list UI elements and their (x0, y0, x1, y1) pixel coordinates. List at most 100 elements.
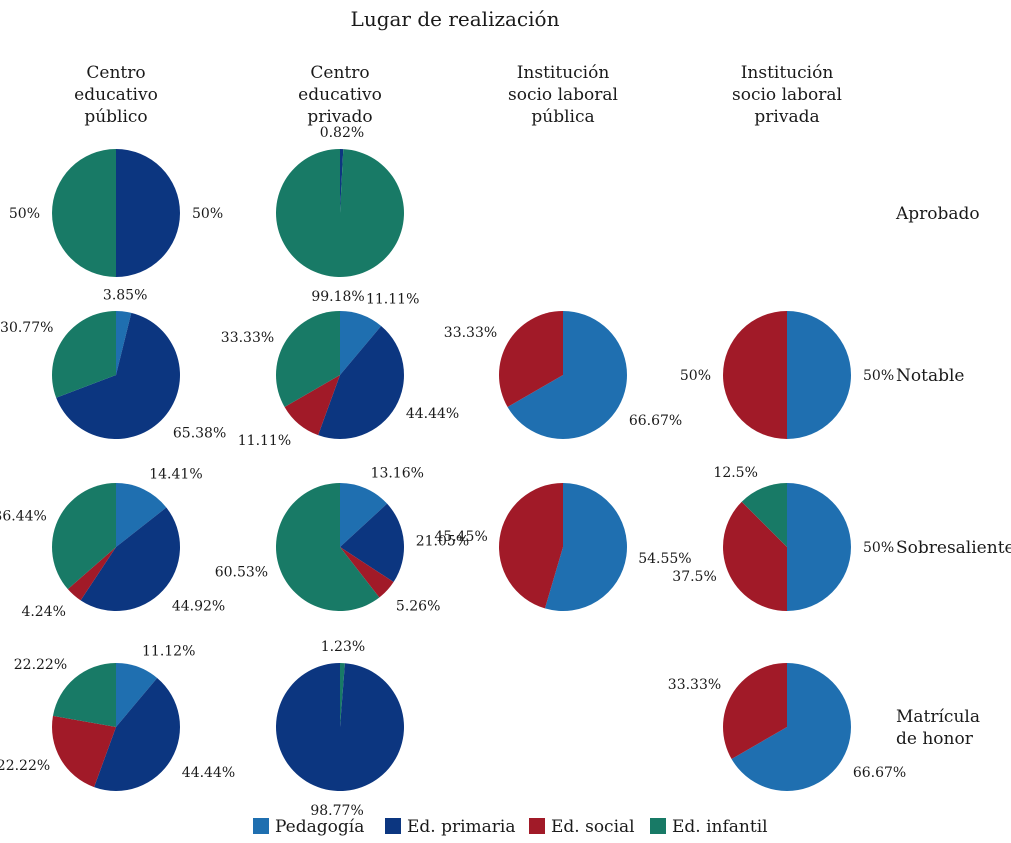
pie-slice (116, 663, 158, 727)
pie: 3.85% 65.38% 30.77% (0, 288, 226, 442)
column-header-line: privado (307, 107, 372, 127)
pie-slice (276, 483, 380, 611)
legend-item: Ed. social (529, 817, 635, 837)
pie-slice (52, 483, 116, 590)
slice-label: 1.23% (321, 639, 365, 655)
pie-slice (116, 149, 180, 277)
column-headers: CentroeducativopúblicoCentroeducativopri… (74, 63, 842, 127)
slice-label: 11.11% (238, 433, 291, 449)
pie-slice (741, 483, 787, 547)
slice-label: 44.92% (172, 599, 225, 615)
slice-label: 37.5% (672, 569, 716, 585)
slice-label: 45.45% (434, 529, 487, 545)
pie-slice (80, 507, 181, 612)
pie-slice (318, 325, 404, 439)
pie-slice (340, 483, 388, 547)
pie: 13.16% 21.05% 5.26% 60.53% (215, 465, 469, 614)
pie: 1.23% 98.77% (275, 639, 404, 819)
legend-item: Ed. primaria (385, 817, 516, 837)
row-header-line: de honor (896, 729, 974, 749)
pie-slice (340, 503, 404, 583)
slice-label: 44.44% (182, 765, 235, 781)
pie: 11.11% 44.44% 11.11% 33.33% (221, 292, 459, 450)
pie-slice (498, 311, 563, 407)
column-header-line: socio laboral (732, 85, 842, 105)
row-header-line: Matrícula (896, 707, 980, 727)
pie-slice (340, 547, 394, 598)
pie-slice (787, 311, 851, 439)
slice-label: 36.44% (0, 509, 47, 525)
pie: 50% 50% (9, 149, 223, 277)
pie: 14.41% 44.92% 4.24% 36.44% (0, 467, 225, 621)
column-header-line: socio laboral (508, 85, 618, 105)
pie-slice (52, 149, 116, 277)
pie-slice (723, 663, 787, 759)
pie-slice (544, 483, 627, 611)
pie: 66.67% 33.33% (668, 663, 906, 791)
pie-slice (507, 311, 627, 439)
slice-label: 22.22% (0, 758, 50, 774)
row-header-line: Aprobado (895, 204, 980, 224)
legend-swatch (529, 818, 545, 834)
slice-label: 4.24% (21, 604, 65, 620)
slice-label: 30.77% (0, 320, 53, 336)
slice-label: 50% (680, 368, 711, 384)
legend-swatch (650, 818, 666, 834)
slice-label: 33.33% (444, 325, 497, 341)
row-header-line: Sobresaliente (896, 538, 1011, 558)
pie: 50% 50% (680, 311, 894, 439)
legend-swatch (253, 818, 269, 834)
slice-label: 50% (9, 206, 40, 222)
row-headers: Aprobado Notable Sobresaliente Matrículade … (895, 204, 1011, 749)
pie-slice (340, 149, 344, 213)
slice-label: 98.77% (310, 803, 363, 819)
slice-label: 11.11% (366, 292, 419, 308)
pie-slice (51, 311, 116, 398)
slice-label: 12.5% (713, 465, 757, 481)
pies: 50% 50% 0.82% 99.18% 3.85% 65.38% 30.77% 11.11%… (0, 125, 906, 819)
legend-swatch (385, 818, 401, 834)
column-header-line: educativo (298, 85, 382, 105)
slice-label: 60.53% (215, 565, 268, 581)
column-header-line: pública (531, 107, 594, 127)
legend-label: Ed. social (551, 817, 635, 837)
pie-slice (52, 663, 116, 727)
column-header-line: privada (754, 107, 819, 127)
pie-slice (52, 715, 116, 788)
slice-label: 33.33% (221, 330, 274, 346)
pie-slice (340, 663, 345, 727)
pie-slice (723, 501, 787, 611)
pie-slice (94, 677, 180, 791)
column-header-line: Centro (86, 63, 145, 83)
pie-slice (787, 483, 851, 611)
column-header-line: público (84, 107, 147, 127)
slice-label: 13.16% (371, 465, 424, 481)
slice-label: 50% (192, 206, 223, 222)
slice-label: 44.44% (406, 406, 459, 422)
pie-slice (731, 663, 851, 791)
pie-slice (284, 375, 340, 436)
pie-slice (116, 483, 167, 547)
pie-slice (340, 311, 382, 375)
pie: 11.12% 44.44% 22.22% 22.22% (0, 644, 235, 791)
legend: Pedagogía Ed. primaria Ed. social Ed. infan… (253, 817, 768, 837)
slice-label: 5.26% (396, 598, 440, 614)
legend-label: Ed. primaria (407, 817, 516, 837)
slice-label: 11.12% (142, 644, 195, 660)
slice-label: 66.67% (629, 413, 682, 429)
legend-item: Ed. infantil (650, 817, 768, 837)
column-header-line: educativo (74, 85, 158, 105)
slice-label: 3.85% (103, 288, 147, 304)
pie-slice (56, 312, 181, 439)
pie-slice (116, 311, 132, 375)
slice-label: 22.22% (14, 657, 67, 673)
slice-label: 50% (863, 540, 894, 556)
pie-slice (275, 149, 404, 277)
pie: 54.55% 45.45% (434, 483, 692, 611)
slice-label: 14.41% (149, 467, 202, 483)
slice-label: 65.38% (173, 425, 226, 441)
legend-item: Pedagogía (253, 817, 364, 837)
slice-label: 99.18% (311, 289, 364, 305)
pie-slice (276, 311, 340, 407)
